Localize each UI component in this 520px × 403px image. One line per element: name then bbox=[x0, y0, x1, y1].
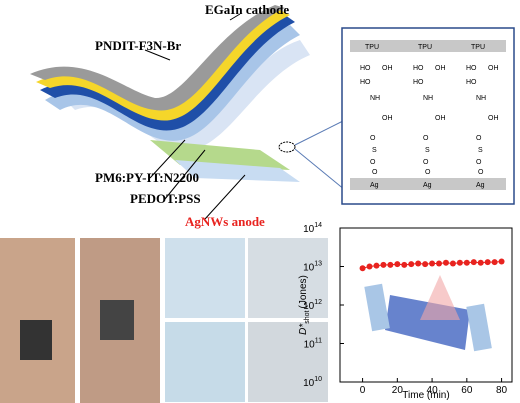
data-point bbox=[449, 260, 456, 267]
y-tick-base: 10 bbox=[303, 224, 315, 235]
chem-fragment: OH bbox=[435, 65, 446, 72]
data-point bbox=[477, 259, 484, 266]
data-point bbox=[491, 259, 498, 266]
data-point bbox=[456, 259, 463, 266]
chem-fragment: S bbox=[425, 147, 430, 154]
x-tick-label: 0 bbox=[360, 385, 366, 396]
x-axis-label: Time (min) bbox=[402, 390, 449, 401]
chem-fragment: OH bbox=[488, 115, 499, 122]
chem-fragment: O bbox=[370, 135, 376, 142]
ag-label: Ag bbox=[476, 182, 485, 189]
layer-label: AgNWs anode bbox=[185, 214, 265, 229]
y-tick-exp: 14 bbox=[314, 222, 322, 229]
x-tick-label: 40 bbox=[427, 385, 439, 396]
data-point bbox=[422, 261, 429, 268]
data-point bbox=[436, 260, 443, 267]
structure-box bbox=[341, 27, 515, 205]
y-tick-label: 1010 bbox=[303, 376, 322, 389]
chem-fragment: O bbox=[372, 169, 378, 176]
data-point bbox=[401, 261, 408, 268]
chem-fragment: OH bbox=[382, 115, 393, 122]
chem-fragment: HO bbox=[413, 79, 424, 86]
ag-label: Ag bbox=[423, 182, 432, 189]
y-axis-label: D*shot (Jones) bbox=[298, 275, 311, 335]
x-tick-label: 60 bbox=[461, 385, 473, 396]
chart-inset bbox=[364, 275, 492, 352]
layer-label: PEDOT:PSS bbox=[130, 191, 201, 206]
y-tick-base: 10 bbox=[303, 378, 315, 389]
chem-fragment: O bbox=[425, 169, 431, 176]
y-tick-label: 1013 bbox=[303, 261, 322, 274]
y-label-sub: shot bbox=[304, 310, 311, 323]
chem-fragment: O bbox=[476, 159, 482, 166]
y-label-unit: (Jones) bbox=[298, 275, 309, 308]
data-point bbox=[484, 259, 491, 266]
chem-fragment: S bbox=[372, 147, 377, 154]
y-label-main: D* bbox=[298, 323, 309, 335]
chem-fragment: O bbox=[476, 135, 482, 142]
data-point bbox=[359, 265, 366, 272]
chem-fragment: O bbox=[423, 135, 429, 142]
chem-fragment: HO bbox=[466, 79, 477, 86]
chem-fragment: OH bbox=[435, 115, 446, 122]
data-point bbox=[442, 259, 449, 266]
data-point bbox=[366, 263, 373, 270]
y-tick-base: 10 bbox=[303, 301, 315, 312]
tpu-label: TPU bbox=[471, 44, 485, 51]
tpu-label: TPU bbox=[418, 44, 432, 51]
chem-fragment: O bbox=[423, 159, 429, 166]
chem-fragment: OH bbox=[488, 65, 499, 72]
data-point bbox=[380, 261, 387, 268]
chem-fragment: HO bbox=[360, 79, 371, 86]
y-tick-label: 1012 bbox=[303, 299, 322, 312]
y-tick-base: 10 bbox=[303, 263, 315, 274]
data-point bbox=[470, 259, 477, 266]
photos bbox=[0, 238, 328, 403]
data-point bbox=[463, 259, 470, 266]
chem-fragment: O bbox=[478, 169, 484, 176]
y-tick-exp: 11 bbox=[315, 338, 322, 345]
y-tick-exp: 13 bbox=[314, 261, 322, 268]
layer-label: EGaIn cathode bbox=[205, 2, 289, 17]
tpu-label: TPU bbox=[365, 44, 379, 51]
x-tick-label: 80 bbox=[496, 385, 508, 396]
y-tick-label: 1011 bbox=[304, 338, 322, 351]
x-tick-label: 20 bbox=[392, 385, 404, 396]
device-illustration bbox=[30, 5, 346, 220]
data-point bbox=[408, 261, 415, 268]
ag-label: Ag bbox=[370, 182, 379, 189]
chem-fragment: HO bbox=[466, 65, 477, 72]
data-point bbox=[429, 260, 436, 267]
chem-fragment: OH bbox=[382, 65, 393, 72]
y-tick-base: 10 bbox=[304, 340, 316, 351]
chem-fragment: NH bbox=[370, 95, 380, 102]
data-point bbox=[387, 261, 394, 268]
chem-fragment: HO bbox=[360, 65, 371, 72]
y-tick-label: 1014 bbox=[303, 222, 322, 235]
y-tick-exp: 10 bbox=[314, 376, 322, 383]
data-point bbox=[373, 262, 380, 269]
data-point bbox=[415, 260, 422, 267]
y-tick-exp: 12 bbox=[314, 299, 322, 306]
chem-fragment: HO bbox=[413, 65, 424, 72]
chem-fragment: S bbox=[478, 147, 483, 154]
chem-fragment: NH bbox=[476, 95, 486, 102]
layer-label: PM6:PY-IT:N2200 bbox=[95, 170, 199, 185]
data-point bbox=[394, 261, 401, 268]
chem-fragment: O bbox=[370, 159, 376, 166]
data-point bbox=[498, 258, 505, 265]
layer-label: PNDIT-F3N-Br bbox=[95, 38, 181, 53]
chem-fragment: NH bbox=[423, 95, 433, 102]
